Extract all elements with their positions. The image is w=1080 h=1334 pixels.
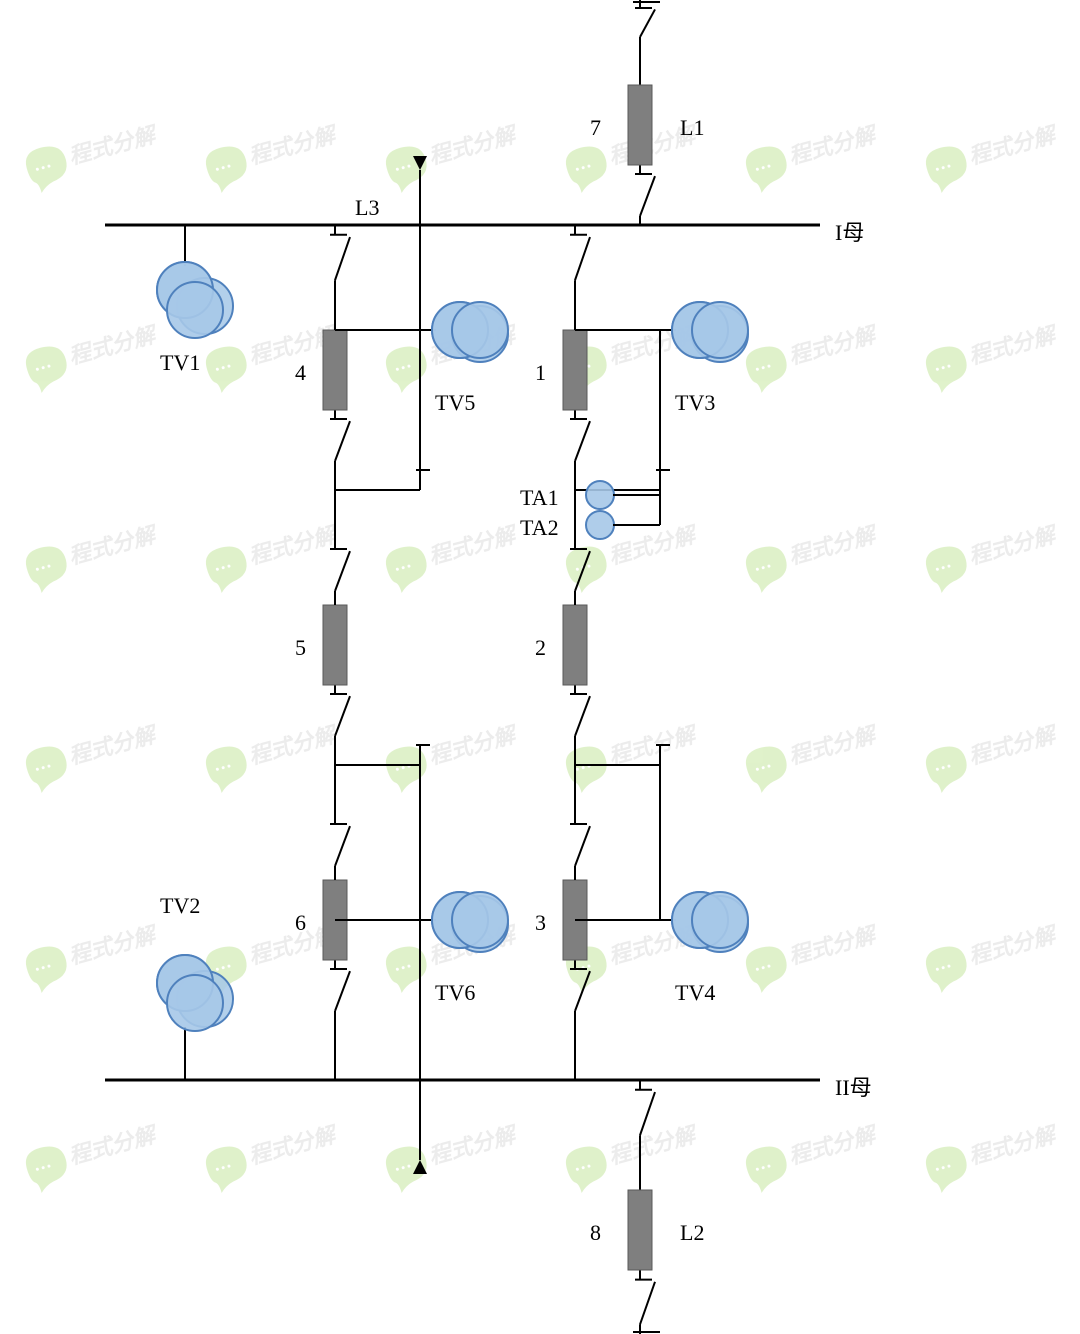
svg-text:程式分解: 程式分解 bbox=[246, 1121, 341, 1169]
breaker-label: 3 bbox=[535, 910, 546, 936]
line-label: L3 bbox=[355, 195, 379, 221]
breaker-label: 1 bbox=[535, 360, 546, 386]
svg-text:程式分解: 程式分解 bbox=[786, 521, 881, 569]
svg-text:程式分解: 程式分解 bbox=[66, 521, 161, 569]
breaker-label: 4 bbox=[295, 360, 306, 386]
svg-text:程式分解: 程式分解 bbox=[966, 321, 1061, 369]
ta-label: TA1 bbox=[520, 485, 559, 511]
tv-label: TV1 bbox=[160, 350, 200, 376]
svg-text:程式分解: 程式分解 bbox=[246, 721, 341, 769]
line-label: L1 bbox=[680, 115, 704, 141]
svg-text:程式分解: 程式分解 bbox=[246, 121, 341, 169]
ta-label: TA2 bbox=[520, 515, 559, 541]
svg-text:程式分解: 程式分解 bbox=[606, 721, 701, 769]
svg-text:程式分解: 程式分解 bbox=[66, 321, 161, 369]
svg-text:程式分解: 程式分解 bbox=[786, 121, 881, 169]
line-label: L2 bbox=[680, 1220, 704, 1246]
tv-label: TV2 bbox=[160, 893, 200, 919]
tv-label: TV3 bbox=[675, 390, 715, 416]
svg-text:程式分解: 程式分解 bbox=[66, 721, 161, 769]
svg-text:程式分解: 程式分解 bbox=[606, 1121, 701, 1169]
svg-text:程式分解: 程式分解 bbox=[966, 921, 1061, 969]
svg-text:程式分解: 程式分解 bbox=[966, 721, 1061, 769]
svg-text:程式分解: 程式分解 bbox=[966, 1121, 1061, 1169]
svg-text:程式分解: 程式分解 bbox=[786, 721, 881, 769]
svg-text:程式分解: 程式分解 bbox=[966, 521, 1061, 569]
tv-label: TV5 bbox=[435, 390, 475, 416]
breaker-label: 6 bbox=[295, 910, 306, 936]
bus-label: II母 bbox=[835, 1070, 872, 1102]
svg-text:程式分解: 程式分解 bbox=[426, 121, 521, 169]
svg-text:程式分解: 程式分解 bbox=[966, 121, 1061, 169]
breaker-label: 7 bbox=[590, 115, 601, 141]
breaker-label: 5 bbox=[295, 635, 306, 661]
svg-text:程式分解: 程式分解 bbox=[426, 521, 521, 569]
svg-text:程式分解: 程式分解 bbox=[426, 721, 521, 769]
svg-text:程式分解: 程式分解 bbox=[66, 1121, 161, 1169]
svg-text:程式分解: 程式分解 bbox=[786, 921, 881, 969]
svg-text:程式分解: 程式分解 bbox=[786, 1121, 881, 1169]
svg-text:程式分解: 程式分解 bbox=[66, 121, 161, 169]
breaker-label: 8 bbox=[590, 1220, 601, 1246]
bus-label: I母 bbox=[835, 215, 864, 247]
tv-label: TV4 bbox=[675, 980, 715, 1006]
tv-label: TV6 bbox=[435, 980, 475, 1006]
breaker-label: 2 bbox=[535, 635, 546, 661]
svg-text:程式分解: 程式分解 bbox=[246, 521, 341, 569]
electrical-single-line-diagram: 程式分解程式分解程式分解程式分解程式分解程式分解程式分解程式分解程式分解程式分解… bbox=[0, 0, 1080, 1334]
svg-text:程式分解: 程式分解 bbox=[426, 1121, 521, 1169]
svg-text:程式分解: 程式分解 bbox=[66, 921, 161, 969]
svg-text:程式分解: 程式分解 bbox=[786, 321, 881, 369]
svg-text:程式分解: 程式分解 bbox=[606, 521, 701, 569]
